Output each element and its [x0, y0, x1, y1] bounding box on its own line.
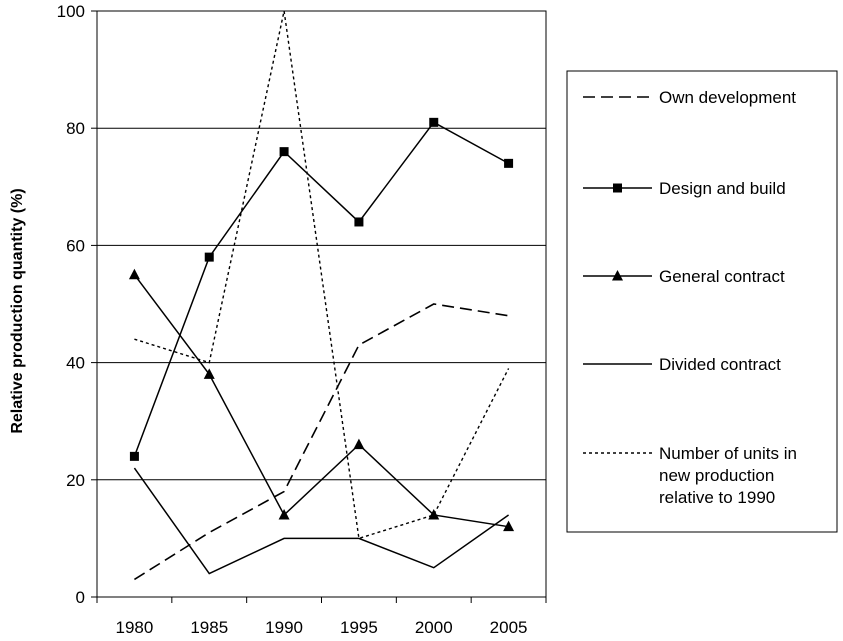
- y-tick-label: 60: [66, 236, 85, 255]
- data-point-marker: [204, 252, 214, 262]
- y-axis-ticks: 0 20 40 60 80 100: [57, 2, 97, 607]
- x-tick-label: 1980: [116, 618, 154, 637]
- data-point-marker: [429, 117, 439, 127]
- data-point-marker: [129, 451, 139, 461]
- data-point-marker: [504, 158, 514, 168]
- data-point-marker: [203, 368, 215, 379]
- series-line: [133, 467, 510, 575]
- y-tick-label: 100: [57, 2, 85, 21]
- legend-label: new production: [659, 466, 774, 485]
- legend-item: Design and build: [583, 179, 786, 198]
- series-line: [133, 274, 509, 528]
- series-0: [133, 303, 509, 581]
- legend-marker: [613, 183, 622, 193]
- legend-item: Own development: [583, 88, 796, 107]
- series-4: [134, 10, 510, 540]
- x-tick-label: 2000: [415, 618, 453, 637]
- series-line: [134, 10, 510, 540]
- legend-item: Number of units in new production relative…: [583, 444, 797, 507]
- legend-marker: [612, 270, 623, 281]
- data-point-marker: [428, 508, 440, 520]
- y-tick-label: 20: [66, 471, 85, 490]
- data-point-marker: [278, 508, 290, 520]
- x-tick-label: 1995: [340, 618, 378, 637]
- legend-item: Divided contract: [583, 355, 781, 374]
- x-tick-label: 1985: [190, 618, 228, 637]
- legend-label: relative to 1990: [659, 488, 775, 507]
- legend-label: Number of units in: [659, 444, 797, 463]
- data-point-marker: [128, 268, 140, 280]
- legend-box: [566, 70, 838, 533]
- y-tick-label: 0: [76, 588, 85, 607]
- legend-items: Own development Design and build General c…: [583, 88, 797, 507]
- legend-label: Design and build: [659, 179, 786, 198]
- data-point-marker: [354, 217, 364, 227]
- series-1: [129, 117, 514, 461]
- x-axis-ticks: 1980 1985 1990 1995 2000 2005: [96, 597, 547, 637]
- x-tick-label: 2005: [490, 618, 528, 637]
- series-lines: [128, 10, 515, 581]
- y-tick-label: 40: [66, 354, 85, 373]
- series-line: [133, 303, 509, 581]
- legend-item: General contract: [583, 267, 785, 286]
- series-3: [133, 467, 510, 575]
- data-point-marker: [503, 520, 515, 532]
- y-tick-label: 80: [66, 119, 85, 138]
- series-2: [128, 268, 515, 532]
- y-axis-title: Relative production quantity (%): [9, 188, 26, 433]
- legend-label: Own development: [659, 88, 796, 107]
- legend-label: General contract: [659, 267, 785, 286]
- data-point-marker: [353, 438, 365, 450]
- series-line: [133, 121, 509, 457]
- legend: Own development Design and build General c…: [566, 70, 838, 533]
- legend-label: Divided contract: [659, 355, 781, 374]
- data-point-marker: [279, 147, 289, 157]
- x-tick-label: 1990: [265, 618, 303, 637]
